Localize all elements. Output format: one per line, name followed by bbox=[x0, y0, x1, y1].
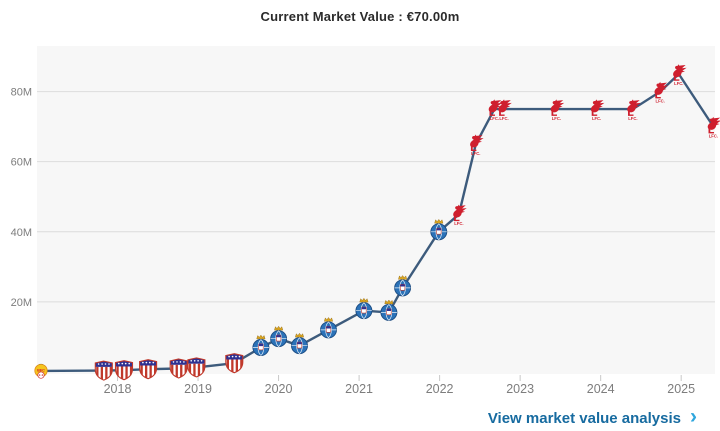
junior-badge[interactable] bbox=[114, 360, 134, 381]
y-axis-label: 60M bbox=[11, 157, 32, 169]
junior-badge[interactable] bbox=[94, 360, 113, 381]
x-axis-label: 2025 bbox=[667, 382, 695, 396]
x-axis-label: 2020 bbox=[265, 382, 293, 396]
x-axis-label: 2024 bbox=[587, 382, 615, 396]
svg-text:LFC.: LFC. bbox=[628, 116, 637, 121]
svg-text:LFC.: LFC. bbox=[471, 151, 480, 156]
x-axis-label: 2018 bbox=[104, 382, 132, 396]
svg-text:LFC.: LFC. bbox=[454, 221, 463, 226]
svg-text:LFC.: LFC. bbox=[499, 116, 508, 121]
porto-badge[interactable] bbox=[320, 317, 337, 339]
liverpool-badge[interactable]: LFC. bbox=[498, 99, 512, 121]
junior-badge[interactable] bbox=[169, 358, 188, 379]
plot-area bbox=[37, 46, 715, 374]
market-value-analysis-link[interactable]: View market value analysis bbox=[487, 409, 681, 427]
svg-text:LFC.: LFC. bbox=[674, 81, 683, 86]
svg-text:LFC.: LFC. bbox=[552, 116, 561, 121]
porto-badge[interactable] bbox=[380, 299, 398, 321]
liverpool-badge[interactable]: LFC. bbox=[590, 99, 605, 121]
chevron-right-icon: › bbox=[690, 405, 697, 428]
x-axis-label: 2023 bbox=[506, 382, 534, 396]
porto-badge[interactable] bbox=[270, 325, 288, 348]
barranquilla-badge[interactable]: BFC bbox=[34, 363, 48, 379]
svg-text:BFC: BFC bbox=[37, 369, 45, 373]
porto-badge[interactable] bbox=[355, 297, 373, 320]
porto-badge[interactable] bbox=[252, 334, 270, 356]
porto-badge[interactable] bbox=[394, 275, 412, 297]
liverpool-badge[interactable]: LFC. bbox=[470, 134, 484, 157]
x-axis-label: 2021 bbox=[345, 382, 373, 396]
svg-text:LFC.: LFC. bbox=[592, 116, 601, 121]
x-axis-label: 2019 bbox=[184, 382, 212, 396]
liverpool-badge[interactable]: LFC. bbox=[654, 81, 668, 104]
liverpool-badge[interactable]: LFC. bbox=[673, 64, 687, 86]
liverpool-badge[interactable]: LFC. bbox=[453, 204, 467, 227]
y-axis-label: 40M bbox=[11, 227, 32, 239]
analysis-link-row: View market value analysis › bbox=[487, 405, 697, 428]
chart-title: Current Market Value : €70.00m bbox=[260, 9, 460, 24]
junior-badge[interactable] bbox=[225, 353, 244, 374]
liverpool-badge[interactable]: LFC. bbox=[627, 99, 641, 121]
liverpool-badge[interactable]: LFC. bbox=[707, 116, 720, 138]
svg-text:LFC.: LFC. bbox=[709, 133, 718, 138]
porto-badge[interactable] bbox=[291, 332, 308, 355]
liverpool-badge[interactable]: LFC. bbox=[550, 99, 565, 121]
y-axis-label: 80M bbox=[11, 87, 32, 99]
y-axis-label: 20M bbox=[11, 297, 32, 309]
svg-text:LFC.: LFC. bbox=[490, 116, 499, 121]
x-axis-label: 2022 bbox=[426, 382, 454, 396]
liverpool-badge[interactable]: LFC. bbox=[488, 99, 503, 121]
junior-badge[interactable] bbox=[187, 357, 206, 378]
porto-badge[interactable] bbox=[430, 219, 448, 241]
junior-badge[interactable] bbox=[139, 359, 158, 380]
svg-text:LFC.: LFC. bbox=[656, 98, 665, 103]
